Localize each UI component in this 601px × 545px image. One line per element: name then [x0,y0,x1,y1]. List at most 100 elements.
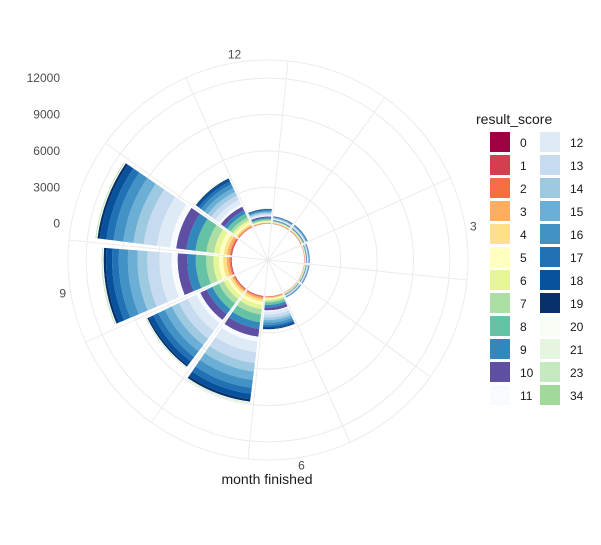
legend-label: 16 [570,228,584,242]
bar-segment-month-3-score-4 [302,245,306,263]
bar-segment-month-6-score-13 [263,310,291,318]
legend-swatch [490,155,510,175]
bar-segment-month-11-score-10 [220,206,245,227]
grid-spoke [150,259,269,423]
bar-segment-month-6-score-15 [263,315,293,323]
radial-tick-labels: 0 3000 6000 9000 12000 [27,71,61,230]
bar-segment-month-9-score-8 [195,254,211,288]
bar-segment-month-6-score-7 [264,297,285,303]
bar-segment-month-3-score-5 [302,245,306,263]
month-tick-label: 6 [298,458,305,472]
bar-segment-month-6-score-18 [262,321,295,329]
grid-spoke [185,77,269,261]
bar-segment-month-9-score-2 [229,257,234,275]
bar-segment-month-12-score-18 [248,209,272,214]
legend-swatch [540,178,560,198]
month-tick-label: 9 [59,287,66,301]
bar-segment-month-1-score-9 [272,220,291,228]
legend-label: 5 [520,251,527,265]
legend-swatch [540,224,560,244]
bar-segment-month-3-score-12 [304,244,308,263]
bar-segment-month-12-score-12 [250,214,272,220]
bar-segment-month-10-score-10 [176,207,200,250]
bar-segment-month-1-score-13 [273,218,292,226]
bar-segment-month-12-score-1 [253,223,271,227]
legend-swatch [540,316,560,336]
bar-segment-month-6-score-11 [264,306,288,312]
bar-segment-month-9-score-15 [127,249,148,315]
bar-segment-month-7-score-15 [199,353,254,381]
legend-label: 12 [570,136,584,150]
bar-segment-month-10-score-19 [97,163,128,239]
legend-label: 19 [570,297,584,311]
bar-segment-month-8-score-14 [171,303,209,346]
bar-segment-month-11-score-17 [198,181,232,210]
bar-segment-month-12-score-4 [253,222,271,226]
bar-segment-month-8-score-12 [187,294,220,332]
month-tick-label: 12 [228,48,242,62]
bar-segment-month-8-score-2 [233,276,246,291]
bar-segment-month-8-score-11 [196,292,223,324]
bar-segment-month-10-score-18 [99,164,134,240]
bar-segment-month-1-score-12 [273,219,292,227]
bar-segment-month-8-score-9 [206,286,231,315]
bar-segment-month-9-score-0 [231,257,235,275]
bar-segment-month-12-score-17 [248,209,272,215]
legend-swatch [490,247,510,267]
bar-segment-month-11-score-6 [232,220,250,235]
r-tick-label: 6000 [33,144,60,158]
legend-label: 9 [520,343,527,357]
legend-label: 6 [520,274,527,288]
legend-label: 15 [570,205,584,219]
grid-spoke [267,259,431,378]
bar-segment-month-11-score-2 [238,226,253,238]
bar-segment-month-11-score-14 [207,191,237,217]
bars [95,162,310,404]
bar-segment-month-9-score-10 [177,253,194,295]
bar-segment-month-3-score-6 [302,245,306,263]
r-tick-label: 9000 [33,108,60,122]
bar-segment-month-7-score-1 [247,290,264,297]
bar-segment-month-7-score-8 [232,305,262,323]
bar-segment-month-11-score-18 [196,179,231,208]
bar-segment-month-12-score-19 [248,208,272,214]
legend-swatch [540,362,560,382]
bar-segment-month-3-score-9 [303,245,307,263]
x-axis-title: month finished [221,471,312,487]
bar-segment-month-11-score-5 [234,222,251,236]
bar-segment-month-6-score-10 [264,303,288,311]
bar-segment-month-7-score-11 [221,323,259,342]
bar-segment-month-7-score-3 [245,291,264,300]
bar-segment-month-12-score-9 [251,217,272,222]
bar-segment-month-8-score-17 [153,313,195,362]
legend-swatch [490,293,510,313]
bar-segment-month-8-score-10 [200,289,227,320]
bar-segment-month-12-score-15 [249,211,272,217]
legend-label: 14 [570,182,584,196]
bar-segment-month-8-score-7 [218,281,239,304]
legend-swatch [490,339,510,359]
bar-segment-month-1-score-8 [272,220,291,228]
bar-segment-month-8-score-15 [164,306,204,352]
bar-segment-month-8-score-1 [234,275,246,290]
legend-swatch [540,270,560,290]
bar-segment-month-10-score-9 [186,213,208,251]
grid-spoke [267,97,386,261]
bar-segment-month-3-score-14 [304,244,309,263]
r-tick-label: 12000 [27,71,61,85]
bar-segment-month-9-score-3 [226,256,233,276]
bar-segment-month-7-score-10 [224,317,260,337]
bar-segment-month-9-score-13 [147,251,168,307]
bar-segment-month-8-score-19 [147,317,188,367]
bar-segment-month-7-score-9 [228,311,261,329]
bar-segment-month-10-score-15 [123,177,156,243]
bar-segment-month-8-score-13 [178,298,215,339]
legend-swatch [490,224,510,244]
bar-segment-month-7-score-7 [237,300,262,315]
bar-segment-month-6-score-9 [264,301,287,308]
bar-segment-month-6-score-6 [265,296,284,301]
grid-spoke [247,259,269,460]
bar-segment-month-11-score-4 [236,224,252,237]
bar-segment-month-8-score-5 [227,278,243,296]
